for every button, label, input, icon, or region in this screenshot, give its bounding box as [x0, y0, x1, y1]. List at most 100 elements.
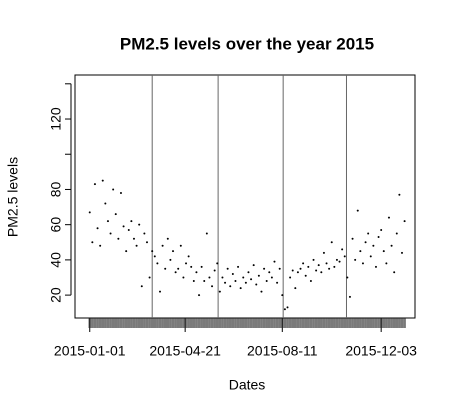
point: [104, 202, 107, 205]
point: [283, 308, 286, 311]
point: [281, 294, 284, 297]
point: [218, 290, 221, 293]
point: [351, 237, 354, 240]
point: [190, 265, 193, 268]
point: [322, 251, 325, 254]
point: [250, 278, 253, 281]
point: [234, 280, 237, 283]
point: [348, 295, 351, 298]
point: [296, 271, 299, 274]
point: [328, 267, 331, 270]
point: [398, 193, 401, 196]
point: [187, 255, 190, 258]
point: [145, 241, 148, 244]
point: [286, 306, 289, 309]
point: [213, 269, 216, 272]
point: [260, 290, 263, 293]
point: [341, 248, 344, 251]
point: [174, 271, 177, 274]
point: [242, 276, 245, 279]
point: [255, 283, 258, 286]
point: [156, 262, 159, 265]
point: [99, 244, 102, 247]
point: [390, 244, 393, 247]
point: [143, 232, 146, 235]
y-tick-label: 80: [48, 181, 64, 197]
point: [140, 285, 143, 288]
point: [192, 280, 195, 283]
point: [309, 280, 312, 283]
point: [93, 183, 96, 186]
point: [226, 267, 229, 270]
point: [268, 271, 271, 274]
y-tick-label: 120: [48, 107, 64, 131]
point: [208, 276, 211, 279]
y-axis-label: PM2.5 levels: [5, 157, 21, 237]
point: [385, 262, 388, 265]
point: [211, 285, 214, 288]
point: [166, 237, 169, 240]
point: [276, 281, 279, 284]
point: [224, 281, 227, 284]
point: [354, 258, 357, 261]
point: [382, 250, 385, 253]
point: [367, 232, 370, 235]
point: [112, 188, 115, 191]
x-axis-label: Dates: [229, 377, 266, 393]
x-tick-label: 2015-12-03: [345, 343, 417, 359]
point: [333, 265, 336, 268]
point: [172, 250, 175, 253]
point: [195, 271, 198, 274]
point: [130, 220, 133, 223]
point: [179, 244, 182, 247]
point: [304, 274, 307, 277]
point: [198, 294, 201, 297]
point: [265, 280, 268, 283]
point: [307, 265, 310, 268]
point: [387, 216, 390, 219]
point: [205, 232, 208, 235]
point: [278, 267, 281, 270]
point: [403, 220, 406, 223]
point: [312, 258, 315, 261]
point: [159, 290, 161, 293]
point: [317, 264, 320, 267]
point: [369, 255, 372, 258]
point: [91, 241, 94, 244]
point: [109, 232, 112, 235]
point: [320, 271, 323, 274]
y-tick-label: 20: [48, 287, 64, 303]
point: [289, 276, 292, 279]
point: [106, 220, 109, 223]
point: [395, 232, 398, 235]
point: [151, 250, 154, 253]
point: [263, 267, 266, 270]
point: [239, 287, 242, 290]
point: [138, 223, 141, 226]
point: [216, 262, 219, 265]
point: [231, 272, 234, 275]
point: [400, 251, 403, 254]
point: [117, 237, 120, 240]
point: [182, 276, 185, 279]
point: [164, 267, 167, 270]
point: [325, 262, 328, 265]
point: [161, 244, 164, 247]
point: [96, 227, 99, 230]
x-tick-label: 2015-08-11: [247, 343, 318, 359]
point: [315, 269, 318, 272]
point: [132, 237, 135, 240]
point: [330, 241, 333, 244]
plot-frame: [74, 74, 416, 319]
point: [364, 241, 367, 244]
point: [203, 280, 206, 283]
point: [294, 287, 297, 290]
point: [361, 262, 364, 265]
point: [88, 211, 91, 214]
point: [346, 276, 349, 279]
point: [122, 225, 125, 228]
point: [185, 262, 188, 265]
point: [169, 258, 172, 261]
point: [372, 244, 375, 247]
